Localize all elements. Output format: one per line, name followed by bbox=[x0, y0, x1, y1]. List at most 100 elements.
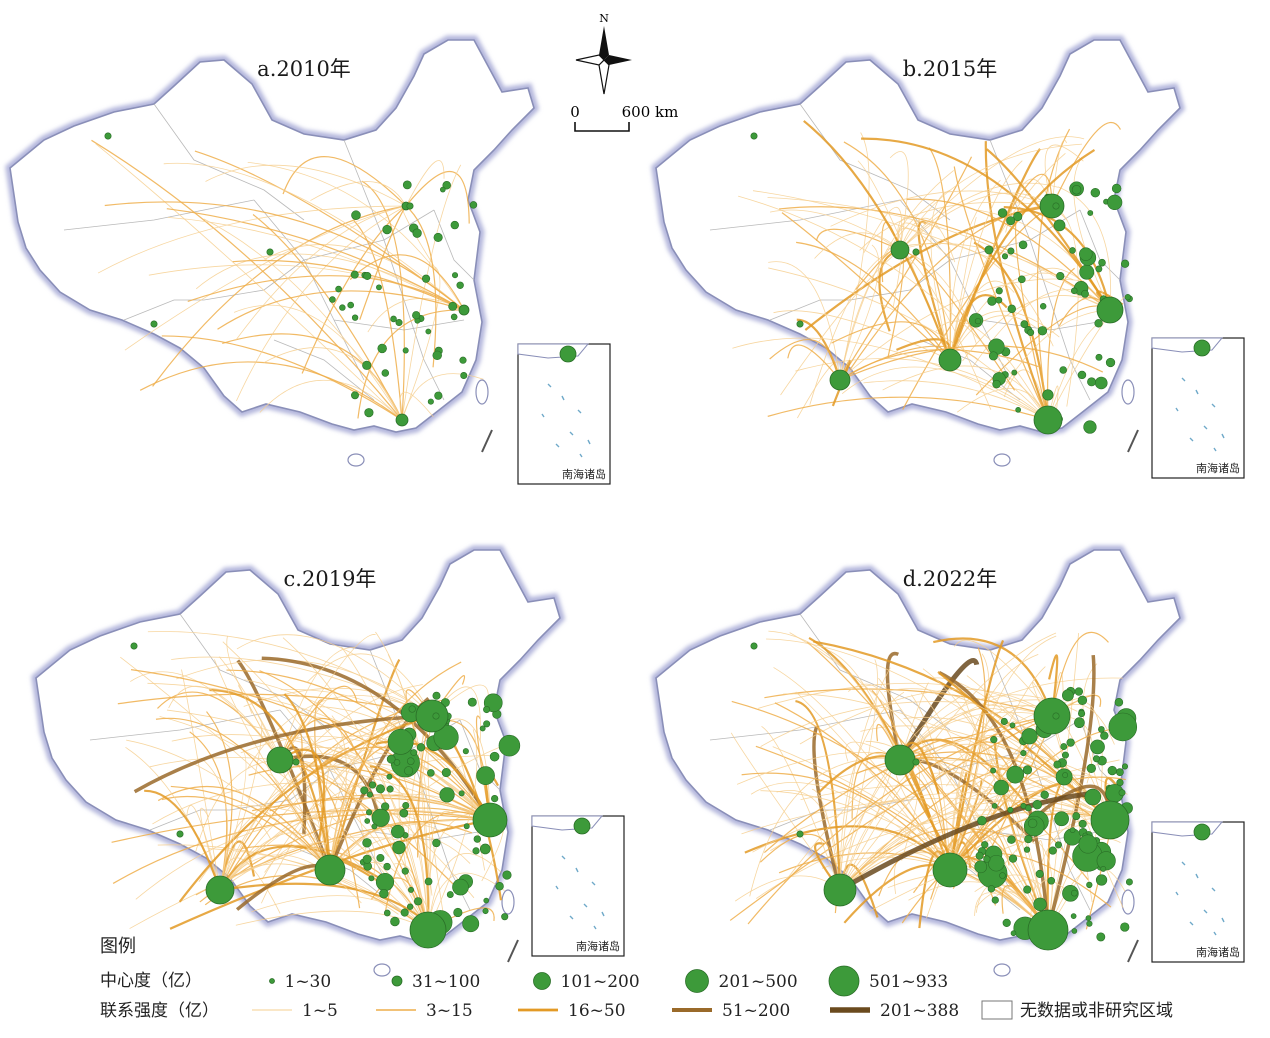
centrality-node bbox=[1007, 247, 1015, 255]
flow-line bbox=[171, 656, 433, 717]
flow-line bbox=[252, 214, 403, 421]
inset-frame bbox=[531, 815, 625, 957]
legend-strength-class: 51~200 bbox=[722, 1001, 790, 1021]
flow-line bbox=[163, 162, 465, 311]
centrality-node bbox=[364, 818, 371, 824]
centrality-node bbox=[412, 228, 422, 238]
flow-line bbox=[205, 164, 407, 207]
inset-frame bbox=[1151, 821, 1245, 963]
centrality-node bbox=[1084, 788, 1102, 806]
flow-line bbox=[329, 822, 473, 871]
centrality-node bbox=[1020, 750, 1027, 757]
centrality-node bbox=[432, 350, 442, 361]
centrality-node bbox=[476, 766, 495, 785]
flow-line bbox=[357, 309, 465, 419]
flow-line bbox=[838, 791, 1090, 893]
flow-line bbox=[1048, 654, 1059, 717]
flow-line bbox=[259, 379, 403, 421]
centrality-node bbox=[351, 314, 359, 321]
flow-line bbox=[948, 639, 1005, 871]
hub-node bbox=[1033, 405, 1063, 435]
centrality-node bbox=[1078, 819, 1087, 828]
centrality-node bbox=[1086, 881, 1093, 888]
flow-line bbox=[899, 677, 1124, 761]
centrality-node bbox=[482, 907, 489, 915]
flow-line bbox=[841, 366, 1049, 421]
flow-line bbox=[329, 744, 507, 871]
centrality-node bbox=[1052, 712, 1060, 720]
centrality-label: 中心度（亿） bbox=[100, 971, 202, 991]
centrality-node bbox=[1083, 420, 1097, 434]
taiwan-shape bbox=[475, 379, 489, 405]
flow-line bbox=[279, 690, 336, 761]
panel-title: b.2015年 bbox=[903, 57, 998, 81]
centrality-node bbox=[393, 759, 401, 766]
centrality-node bbox=[1054, 811, 1069, 827]
centrality-node bbox=[386, 785, 394, 793]
flow-line bbox=[843, 141, 951, 361]
centrality-node bbox=[1074, 687, 1084, 696]
hub-node bbox=[938, 348, 962, 372]
centrality-node bbox=[362, 854, 372, 864]
legend-no-data-label: 无数据或非研究区域 bbox=[1020, 1001, 1173, 1021]
flow-line bbox=[167, 216, 465, 311]
flow-line bbox=[839, 659, 878, 891]
centrality-node bbox=[427, 398, 434, 405]
centrality-node bbox=[1121, 763, 1129, 770]
hub-node bbox=[266, 746, 294, 774]
flow-line bbox=[126, 739, 331, 871]
scale-bar: 0 600 km bbox=[570, 103, 678, 132]
centrality-node bbox=[1015, 406, 1021, 413]
flow-line bbox=[219, 747, 350, 891]
flow-line bbox=[231, 805, 429, 931]
centrality-node bbox=[1000, 717, 1008, 726]
flow-line bbox=[787, 344, 841, 381]
flow-line bbox=[387, 654, 431, 931]
flow-line bbox=[401, 373, 484, 421]
centrality-node bbox=[1010, 930, 1017, 937]
centrality-node bbox=[391, 824, 405, 839]
flow-line bbox=[104, 201, 465, 311]
inset-coast bbox=[517, 343, 590, 359]
centrality-node bbox=[450, 313, 458, 321]
south-china-sea-inset: 南海诸岛 bbox=[1151, 337, 1245, 479]
flow-line bbox=[897, 658, 980, 762]
flow-line bbox=[949, 776, 1126, 871]
flow-line bbox=[949, 782, 1066, 871]
centrality-node bbox=[1017, 275, 1026, 284]
centrality-node bbox=[1006, 216, 1016, 226]
centrality-node bbox=[1086, 920, 1093, 927]
hub-node bbox=[1090, 800, 1130, 840]
flow-line bbox=[930, 189, 951, 361]
centrality-node bbox=[1074, 717, 1085, 729]
flow-line bbox=[1051, 631, 1109, 717]
centrality-node bbox=[1087, 377, 1097, 387]
flow-line bbox=[839, 156, 973, 381]
taiwan-shape bbox=[501, 889, 515, 915]
centrality-node bbox=[375, 784, 385, 794]
centrality-node bbox=[1090, 739, 1105, 755]
flow-line bbox=[310, 181, 407, 207]
centrality-node bbox=[1081, 289, 1089, 298]
centrality-node bbox=[999, 872, 1006, 879]
centrality-node bbox=[410, 749, 418, 756]
centrality-node bbox=[441, 768, 451, 778]
flow-line bbox=[206, 711, 233, 891]
flow-line bbox=[863, 206, 903, 253]
flow-line bbox=[811, 788, 841, 891]
centrality-nodes bbox=[750, 132, 1133, 435]
centrality-node bbox=[1006, 765, 1025, 784]
flow-line bbox=[219, 746, 247, 891]
centrality-node bbox=[104, 132, 112, 140]
flow-line bbox=[170, 785, 331, 871]
flow-line bbox=[135, 809, 491, 900]
flow-line bbox=[826, 649, 901, 761]
centrality-node bbox=[495, 882, 504, 891]
hub-node bbox=[884, 744, 916, 776]
centrality-node bbox=[1124, 294, 1131, 301]
flow-line bbox=[863, 380, 1049, 421]
flow-line bbox=[882, 365, 1049, 421]
centrality-node bbox=[1070, 913, 1077, 919]
centrality-node bbox=[1125, 878, 1133, 886]
